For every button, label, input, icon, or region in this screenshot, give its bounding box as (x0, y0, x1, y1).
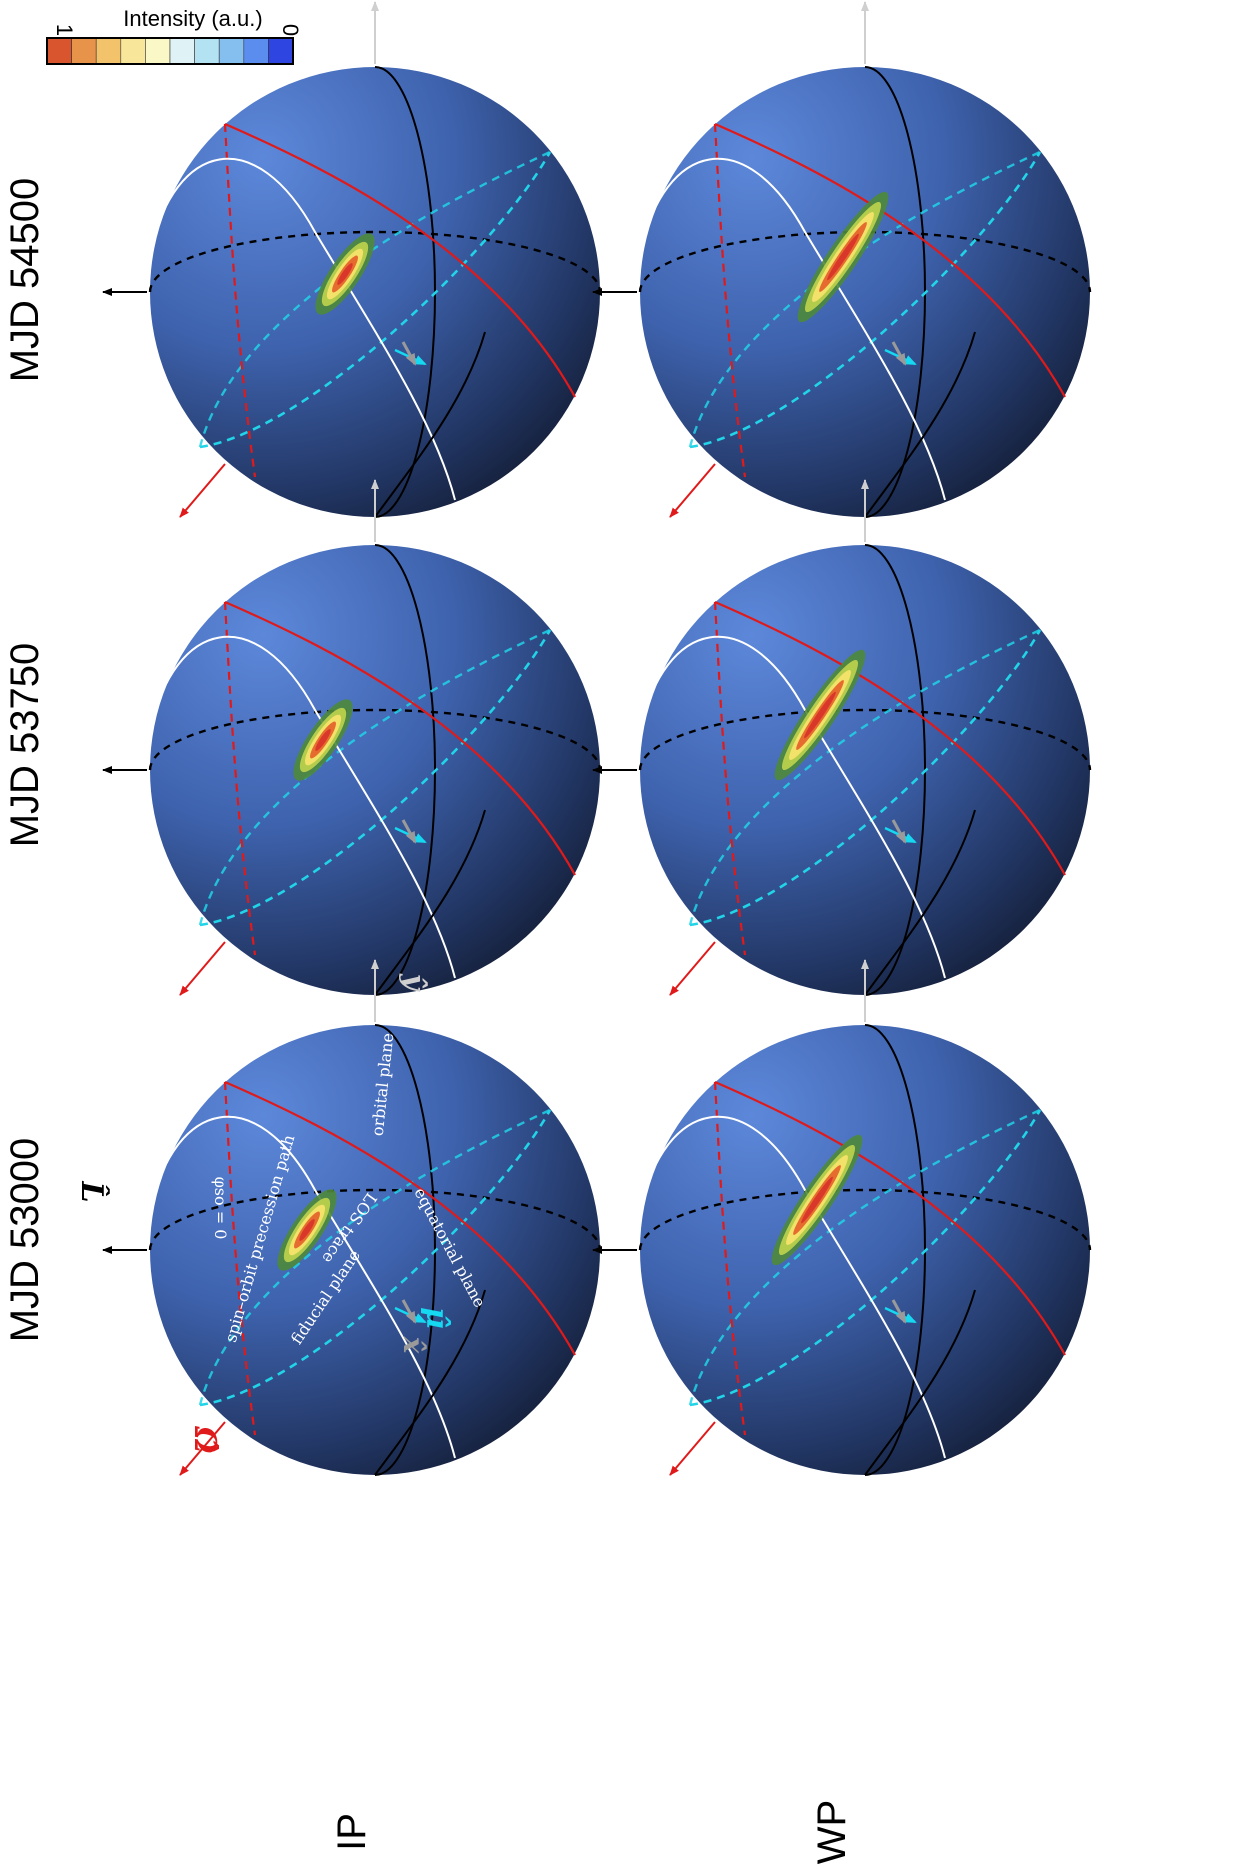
sphere-wp-mjd-53000 (593, 960, 1090, 1475)
row-label-ip: IP (330, 1813, 374, 1851)
colorbar-swatch (46, 37, 72, 65)
vector-omega-label: Ω̂ (187, 1426, 222, 1454)
column-label-mjd-53000: MJD 53000 (3, 1138, 47, 1343)
sphere-ip-mjd-54500 (103, 2, 600, 517)
sphere-wp-mjd-53750 (593, 480, 1090, 995)
colorbar-swatch (169, 37, 195, 65)
column-label-mjd-54500: MJD 54500 (3, 178, 47, 383)
vector-mu-label: μ̂ (419, 1307, 454, 1329)
column-label-mjd-53750: MJD 53750 (3, 643, 47, 848)
sphere-wp-mjd-54500 (593, 2, 1090, 517)
colorbar-swatch (268, 37, 294, 65)
colorbar-swatch (120, 37, 146, 65)
row-label-wp: WP (810, 1800, 854, 1864)
colorbar-swatches (46, 37, 294, 65)
colorbar-swatch (95, 37, 122, 65)
colorbar-swatch (71, 37, 97, 65)
colorbar: Intensity (a.u.) 1 0 (46, 6, 303, 65)
colorbar-swatch (145, 37, 171, 65)
colorbar-swatch (194, 37, 220, 65)
colorbar-title: Intensity (a.u.) (123, 6, 262, 31)
annotation-phi-so: φso = 0 (211, 1177, 230, 1240)
colorbar-swatch (218, 37, 245, 65)
colorbar-max-label: 1 (52, 24, 77, 36)
sphere-ip-mjd-53750 (103, 480, 600, 995)
vector-y-label: ŷ (398, 973, 431, 992)
vector-l-label: L̂ (74, 1180, 109, 1202)
vector-x-label: x̂ (397, 1336, 430, 1354)
colorbar-swatch (243, 37, 269, 65)
colorbar-min-label: 0 (278, 24, 303, 36)
